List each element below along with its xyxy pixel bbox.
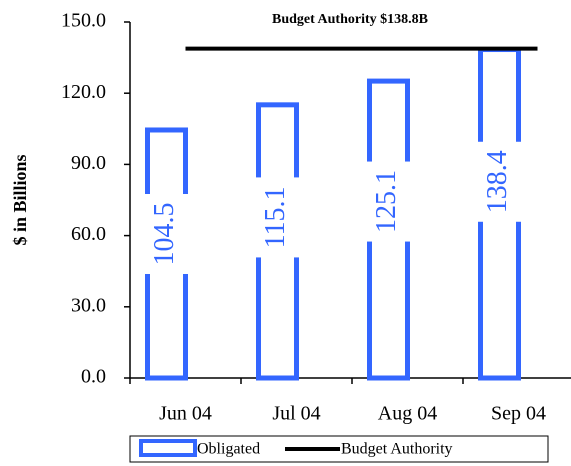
- value-label-bg: [143, 193, 190, 274]
- value-label: 125.1: [371, 170, 402, 233]
- value-label-bg: [365, 161, 412, 242]
- x-tick-label: Aug 04: [378, 403, 437, 425]
- legend-label: Obligated: [197, 441, 260, 458]
- value-label-bg: [254, 177, 301, 258]
- x-tick-label: Jul 04: [272, 403, 320, 425]
- y-tick-label: 0.0: [81, 366, 106, 388]
- legend-label: Budget Authority: [341, 441, 453, 458]
- x-tick-label: Jun 04: [159, 403, 212, 425]
- x-tick-label: Sep 04: [491, 403, 546, 425]
- y-tick-label: 30.0: [71, 294, 106, 316]
- y-tick-label: 90.0: [71, 152, 106, 174]
- value-label: 138.4: [482, 150, 513, 213]
- y-tick-label: 120.0: [61, 81, 106, 103]
- value-label: 104.5: [149, 202, 180, 265]
- y-axis-label: $ in Billions: [10, 154, 30, 245]
- annotation: Budget Authority $138.8B: [272, 12, 428, 27]
- y-tick-label: 150.0: [61, 10, 106, 32]
- value-label-bg: [476, 141, 523, 222]
- value-label: 115.1: [260, 186, 291, 248]
- legend-swatch: [139, 439, 197, 457]
- y-tick-label: 60.0: [71, 223, 106, 245]
